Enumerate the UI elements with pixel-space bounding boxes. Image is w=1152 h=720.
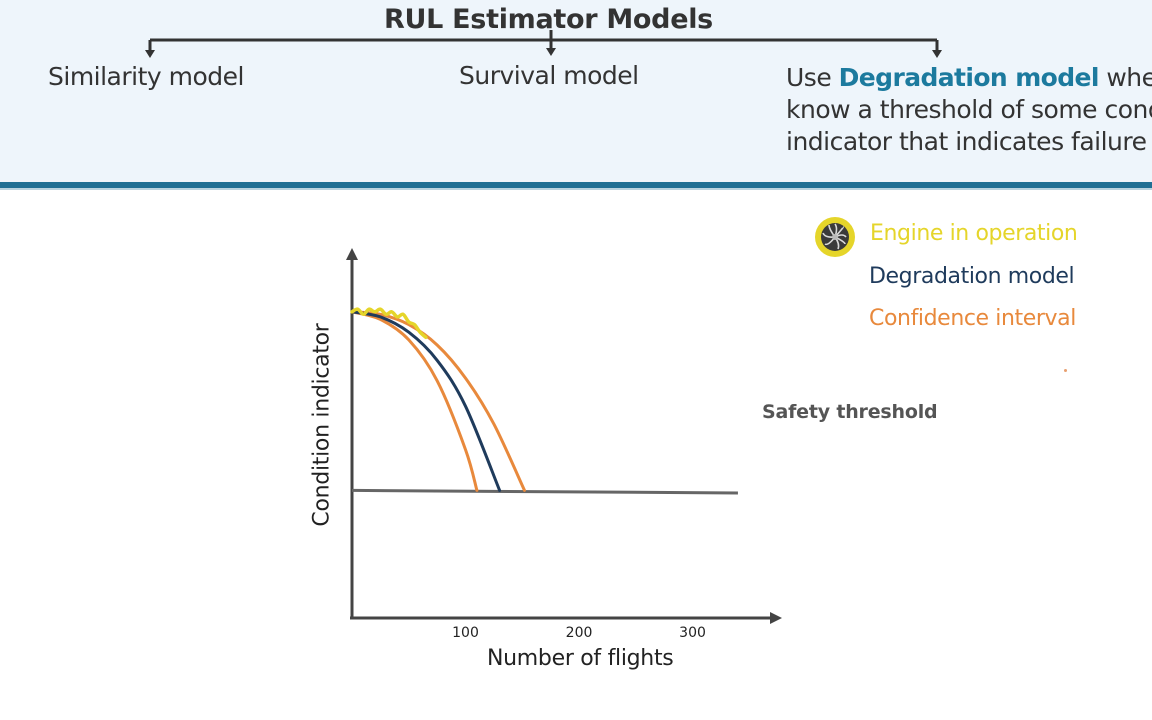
similarity-model-label: Similarity model — [48, 62, 245, 91]
model-tree-connector — [145, 30, 942, 58]
safety-threshold-label: Safety threshold — [762, 401, 938, 423]
tree-arrow-survival — [546, 48, 556, 56]
x-tick-200: 200 — [566, 625, 593, 641]
degradation-model-line — [350, 310, 502, 492]
legend-degradation-model: Degradation model — [869, 264, 1075, 289]
x-tick-300: 300 — [679, 625, 706, 641]
degradation-model-highlight: Degradation model — [838, 63, 1100, 92]
legend-engine-in-operation: Engine in operation — [870, 221, 1078, 246]
tree-arrow-similarity — [145, 50, 155, 58]
y-axis-arrow — [346, 248, 358, 260]
safety-threshold-line — [351, 488, 738, 495]
tree-arrow-degradation — [932, 50, 942, 58]
x-tick-labels: 100 200 300 — [452, 625, 706, 641]
confidence-interval-lower-line — [350, 310, 479, 492]
description-line-1: Use Degradation model when you — [786, 62, 1152, 94]
x-axis-arrow — [770, 612, 782, 624]
description-line-3: indicator that indicates failure — [786, 127, 1147, 156]
legend-marker-dot — [1064, 369, 1067, 372]
chart-axes — [346, 248, 782, 624]
x-tick-100: 100 — [452, 625, 479, 641]
series-layer — [350, 307, 526, 492]
x-axis-label: Number of flights — [487, 646, 674, 671]
confidence-interval-upper-line — [350, 310, 526, 492]
header-panel — [0, 0, 1152, 182]
description-suffix: when you — [1106, 63, 1152, 92]
y-axis-label: Condition indicator — [309, 323, 335, 527]
header-divider-shade — [0, 188, 1152, 190]
engine-in-operation-line — [350, 307, 428, 340]
page-title: RUL Estimator Models — [384, 4, 713, 35]
description-line-2: know a threshold of some condition — [786, 95, 1152, 124]
header-divider — [0, 182, 1152, 188]
threshold-layer — [351, 488, 738, 495]
description-prefix: Use — [786, 63, 839, 92]
legend-confidence-interval: Confidence interval — [869, 306, 1076, 331]
turbine-icon — [815, 217, 855, 257]
degradation-model-description: Use Degradation model when you know a th… — [786, 62, 1152, 158]
survival-model-label: Survival model — [459, 61, 639, 90]
